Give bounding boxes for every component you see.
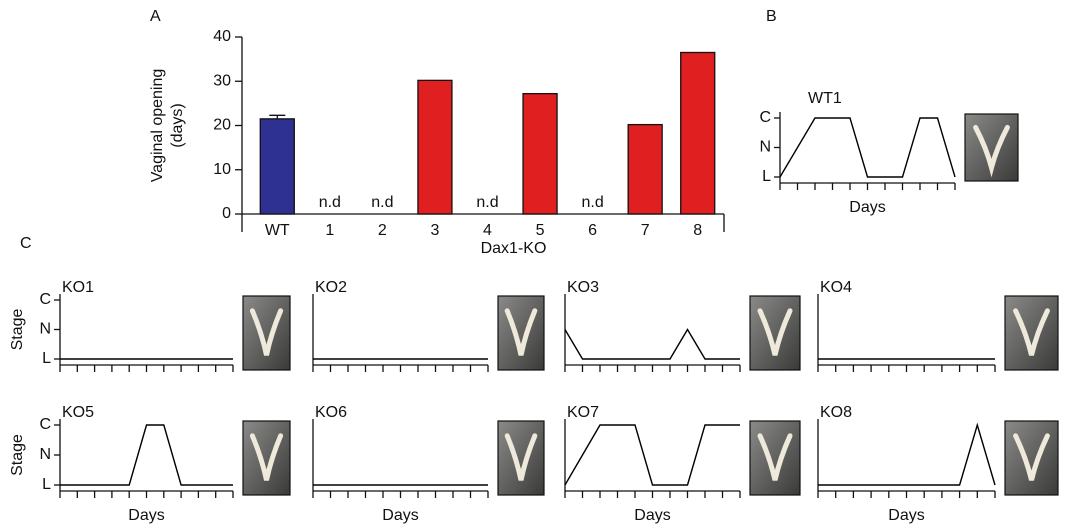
x-tick-label: WT: [265, 222, 290, 239]
uterus-photo: [497, 420, 545, 496]
panel-title: KO2: [315, 279, 347, 296]
uterus-photo: [1004, 295, 1059, 371]
stage-line: [818, 422, 996, 486]
panel-title: KO7: [567, 404, 599, 421]
uterus-shape: [973, 124, 1010, 178]
y-tick-label: 30: [213, 72, 231, 89]
x-tick-label: 7: [641, 222, 650, 239]
uterus-photo: [1004, 420, 1059, 496]
x-axis-label: Days: [888, 507, 924, 524]
x-tick-label: 5: [536, 222, 545, 239]
y-tick-label: 0: [222, 205, 231, 222]
y-axis-label: Stage: [9, 434, 26, 476]
y-axis-label: (days): [169, 103, 186, 147]
y-tick-label: 20: [213, 117, 231, 134]
panel-letter: A: [150, 8, 161, 25]
y-tick-label: C: [39, 291, 51, 308]
panel-title: KO4: [820, 279, 852, 296]
value-label: n.d: [476, 194, 498, 211]
stage-line: [564, 424, 740, 486]
x-axis-label: Days: [128, 507, 164, 524]
y-tick-label: L: [42, 350, 51, 367]
value-label: n.d: [581, 194, 603, 211]
stage-line: [564, 328, 740, 360]
y-tick-label: N: [39, 321, 51, 338]
group-label: Dax1-KO: [481, 240, 547, 257]
bar: [627, 123, 663, 215]
x-tick-label: 4: [483, 222, 492, 239]
stage-line: [60, 424, 233, 486]
uterus-shape: [1013, 433, 1050, 481]
y-tick-label: 10: [213, 161, 231, 178]
bar: [417, 79, 453, 215]
panel-title: WT1: [808, 90, 842, 107]
x-tick-label: 6: [588, 222, 597, 239]
y-tick-label: C: [759, 109, 771, 126]
y-tick-label: L: [42, 476, 51, 493]
x-tick-label: 1: [325, 222, 334, 239]
bar: [680, 51, 716, 215]
y-axis-label: Vaginal opening: [149, 69, 166, 183]
value-label: n.d: [371, 194, 393, 211]
uterus-shape: [757, 308, 793, 356]
x-axis-label: Days: [382, 507, 418, 524]
stage-line: [779, 117, 956, 178]
x-axis-label: Days: [634, 507, 670, 524]
panel-title: KO8: [820, 404, 852, 421]
panel-title: KO3: [567, 279, 599, 296]
panel-title: KO1: [62, 279, 94, 296]
error-bar: [269, 114, 286, 119]
y-tick-label: C: [39, 416, 51, 433]
uterus-photo: [242, 295, 291, 371]
panel-title: KO6: [315, 404, 347, 421]
y-tick-label: L: [762, 168, 771, 185]
panel-letter: B: [766, 8, 777, 25]
uterus-shape: [504, 308, 538, 356]
y-tick-label: N: [39, 446, 51, 463]
uterus-photo: [242, 420, 291, 496]
bar: [522, 92, 558, 215]
uterus-shape: [757, 433, 793, 481]
uterus-shape: [249, 308, 284, 356]
y-axis-label: Stage: [9, 308, 26, 350]
panel-title: KO5: [62, 404, 94, 421]
uterus-photo: [749, 295, 801, 371]
uterus-photo: [749, 420, 801, 496]
y-tick-label: 40: [213, 28, 231, 45]
x-tick-label: 8: [693, 222, 702, 239]
x-tick-label: 3: [430, 222, 439, 239]
uterus-shape: [504, 433, 538, 481]
bar: [259, 118, 295, 215]
uterus-shape: [1013, 308, 1050, 356]
y-tick-label: N: [759, 139, 771, 156]
uterus-photo: [497, 295, 545, 371]
x-axis-label: Days: [849, 199, 885, 216]
value-label: n.d: [319, 194, 341, 211]
panel-letter: C: [20, 235, 32, 252]
uterus-shape: [249, 433, 284, 481]
x-tick-label: 2: [378, 222, 387, 239]
